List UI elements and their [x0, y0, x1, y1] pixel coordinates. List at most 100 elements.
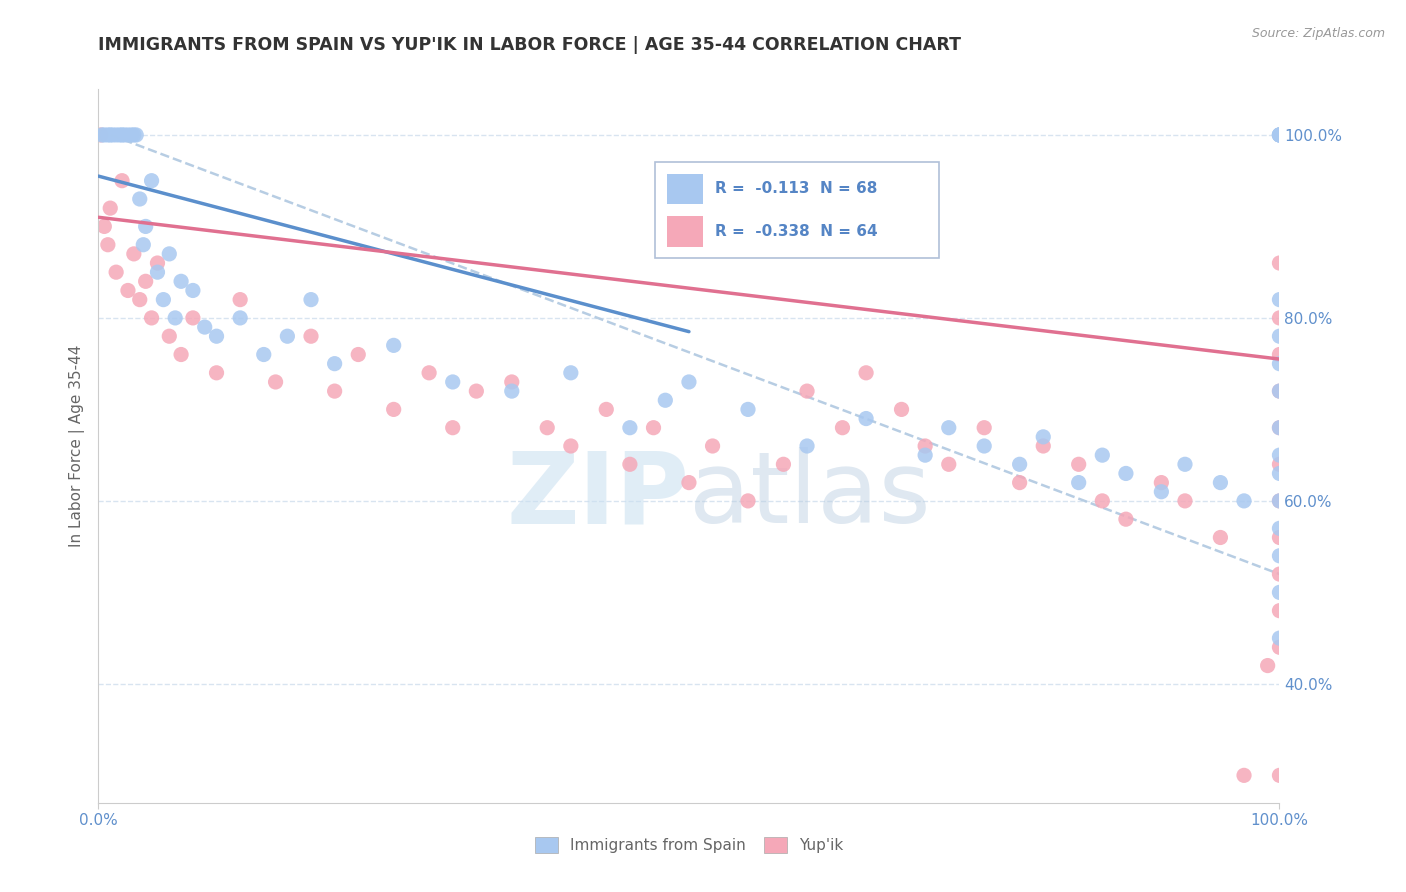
Point	[643, 420, 665, 434]
Text: R =  -0.113  N = 68: R = -0.113 N = 68	[714, 181, 877, 196]
Point	[678, 475, 700, 490]
Point	[264, 375, 287, 389]
Point	[1209, 531, 1232, 545]
Point	[181, 284, 204, 298]
Point	[1268, 467, 1291, 481]
Point	[1268, 640, 1291, 655]
Point	[117, 128, 139, 142]
Point	[98, 128, 121, 142]
Point	[441, 420, 464, 434]
Point	[595, 402, 617, 417]
Point	[112, 128, 135, 142]
Point	[1209, 475, 1232, 490]
Point	[501, 375, 523, 389]
Point	[855, 366, 877, 380]
Point	[1268, 293, 1291, 307]
Point	[90, 128, 112, 142]
Point	[560, 439, 582, 453]
Point	[890, 402, 912, 417]
Point	[125, 128, 148, 142]
Point	[135, 219, 157, 234]
Point	[914, 439, 936, 453]
Point	[382, 338, 405, 352]
Text: atlas: atlas	[689, 448, 931, 544]
Point	[973, 439, 995, 453]
Point	[678, 375, 700, 389]
Point	[276, 329, 298, 343]
Point	[121, 128, 143, 142]
Point	[1067, 458, 1090, 472]
Point	[97, 237, 120, 252]
Point	[1268, 494, 1291, 508]
Point	[1150, 475, 1173, 490]
Point	[128, 192, 150, 206]
Point	[229, 293, 252, 307]
Point	[1268, 128, 1291, 142]
Point	[1268, 458, 1291, 472]
Point	[157, 329, 180, 343]
Point	[796, 439, 818, 453]
Point	[299, 329, 322, 343]
Point	[973, 420, 995, 434]
Point	[135, 274, 157, 288]
Point	[101, 128, 124, 142]
Point	[1115, 467, 1137, 481]
Point	[1174, 494, 1197, 508]
Point	[1268, 347, 1291, 361]
Point	[205, 329, 228, 343]
Point	[1257, 658, 1279, 673]
Point	[382, 402, 405, 417]
Point	[938, 420, 960, 434]
Point	[229, 310, 252, 325]
Bar	[666, 174, 703, 204]
Point	[253, 347, 276, 361]
Point	[1268, 567, 1291, 582]
Point	[1008, 475, 1031, 490]
Point	[1268, 585, 1291, 599]
Point	[654, 393, 676, 408]
Legend: Immigrants from Spain, Yup'ik: Immigrants from Spain, Yup'ik	[529, 831, 849, 859]
Point	[619, 458, 641, 472]
Point	[323, 384, 346, 398]
Point	[914, 448, 936, 462]
Point	[146, 265, 169, 279]
Point	[1268, 420, 1291, 434]
Point	[105, 265, 128, 279]
Point	[536, 420, 558, 434]
Point	[1233, 494, 1256, 508]
FancyBboxPatch shape	[655, 162, 939, 258]
Point	[1268, 384, 1291, 398]
Point	[117, 284, 139, 298]
Point	[1008, 458, 1031, 472]
Point	[1032, 430, 1054, 444]
Point	[619, 420, 641, 434]
Point	[170, 274, 193, 288]
Point	[157, 247, 180, 261]
Point	[1268, 448, 1291, 462]
Point	[938, 458, 960, 472]
Point	[91, 128, 114, 142]
Point	[1115, 512, 1137, 526]
Point	[1268, 128, 1291, 142]
Point	[1268, 357, 1291, 371]
Point	[1268, 631, 1291, 645]
Point	[108, 128, 131, 142]
Point	[560, 366, 582, 380]
Point	[831, 420, 853, 434]
Point	[97, 128, 120, 142]
Point	[1174, 458, 1197, 472]
Point	[93, 219, 115, 234]
Text: IMMIGRANTS FROM SPAIN VS YUP'IK IN LABOR FORCE | AGE 35-44 CORRELATION CHART: IMMIGRANTS FROM SPAIN VS YUP'IK IN LABOR…	[98, 36, 962, 54]
Text: R =  -0.338  N = 64: R = -0.338 N = 64	[714, 224, 877, 239]
Point	[702, 439, 724, 453]
Point	[181, 310, 204, 325]
Point	[170, 347, 193, 361]
Point	[205, 366, 228, 380]
Point	[737, 494, 759, 508]
Point	[141, 174, 163, 188]
Point	[122, 128, 145, 142]
Point	[1268, 256, 1291, 270]
Point	[1268, 521, 1291, 535]
Point	[1091, 494, 1114, 508]
Point	[105, 128, 128, 142]
